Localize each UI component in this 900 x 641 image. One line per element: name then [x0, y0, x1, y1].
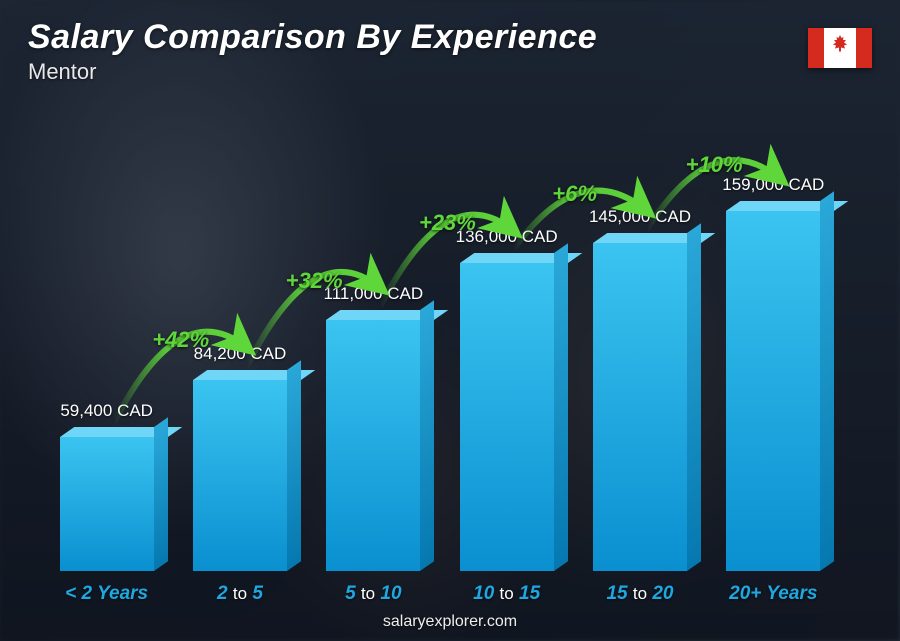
growth-pct-label: +10% [686, 152, 743, 178]
chart-title: Salary Comparison By Experience [28, 18, 597, 57]
bar-chart: 59,400 CAD< 2 Years84,200 CAD2 to 5111,0… [40, 91, 840, 571]
chart-header: Salary Comparison By Experience Mentor [28, 18, 597, 85]
growth-pct-label: +42% [152, 327, 209, 353]
bar-column: 145,000 CAD15 to 20 [573, 207, 706, 571]
maple-leaf-icon [830, 35, 850, 61]
growth-pct-label: +23% [419, 210, 476, 236]
category-label: 10 to 15 [473, 583, 540, 605]
bar [193, 380, 287, 571]
category-label: < 2 Years [65, 583, 148, 605]
category-label: 2 to 5 [217, 583, 263, 605]
footer-attribution: salaryexplorer.com [0, 613, 900, 631]
bar [60, 437, 154, 571]
category-label: 20+ Years [729, 583, 817, 605]
bar-column: 59,400 CAD< 2 Years [40, 401, 173, 571]
chart-subtitle: Mentor [28, 59, 597, 85]
bar [593, 243, 687, 571]
bar-value-label: 59,400 CAD [60, 401, 153, 421]
bar [726, 211, 820, 571]
flag-canada [808, 28, 872, 68]
bar-column: 136,000 CAD10 to 15 [440, 227, 573, 571]
growth-pct-label: +6% [552, 181, 597, 207]
bar-value-label: 159,000 CAD [722, 175, 824, 195]
bar-column: 84,200 CAD2 to 5 [173, 344, 306, 571]
bar-column: 159,000 CAD20+ Years [707, 175, 840, 571]
bar [326, 320, 420, 571]
bar-column: 111,000 CAD5 to 10 [307, 284, 440, 571]
bar [460, 263, 554, 571]
growth-pct-label: +32% [286, 268, 343, 294]
category-label: 15 to 20 [606, 583, 673, 605]
bar-value-label: 145,000 CAD [589, 207, 691, 227]
category-label: 5 to 10 [345, 583, 401, 605]
